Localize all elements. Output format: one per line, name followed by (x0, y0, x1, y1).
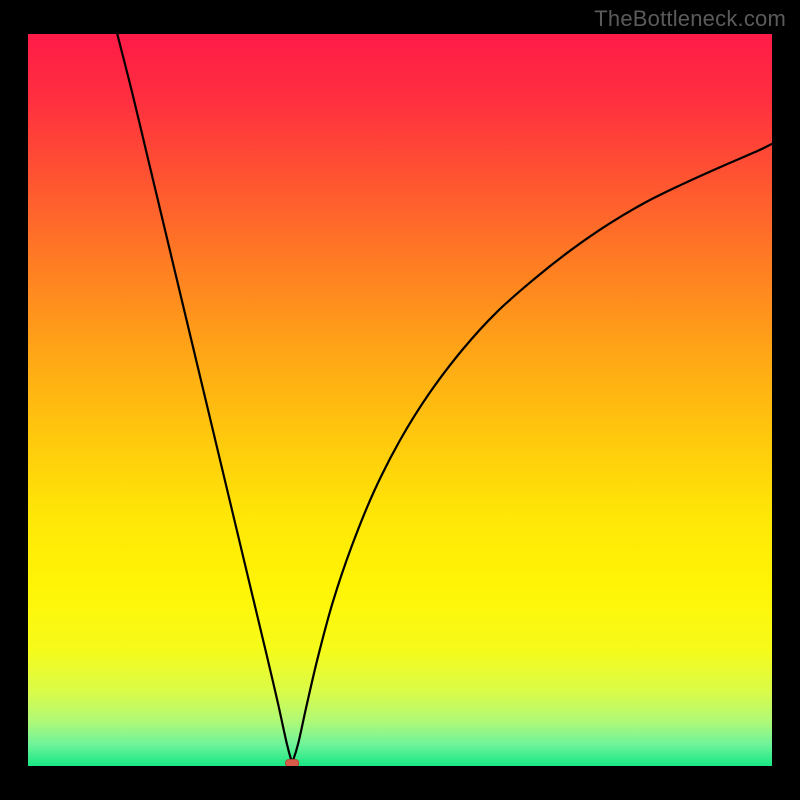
bottleneck-chart (0, 0, 800, 800)
chart-container: TheBottleneck.com (0, 0, 800, 800)
bottleneck-marker (285, 759, 298, 766)
plot-area (28, 34, 772, 766)
watermark-label: TheBottleneck.com (594, 6, 786, 32)
